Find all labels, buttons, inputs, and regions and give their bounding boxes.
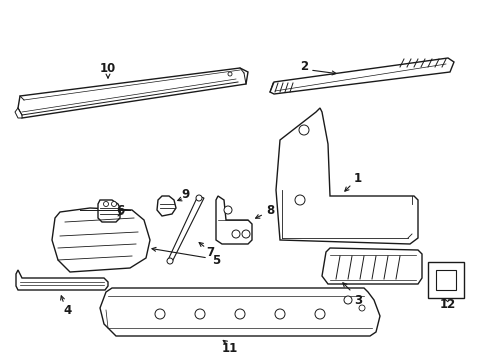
Polygon shape [269, 58, 453, 94]
Circle shape [235, 309, 244, 319]
Circle shape [196, 195, 202, 201]
Circle shape [224, 206, 231, 214]
Polygon shape [321, 248, 421, 284]
Polygon shape [18, 68, 247, 118]
Circle shape [103, 202, 108, 207]
Circle shape [227, 72, 231, 76]
Text: 5: 5 [211, 253, 220, 266]
Circle shape [242, 230, 249, 238]
Circle shape [195, 309, 204, 319]
Polygon shape [275, 108, 417, 244]
Text: 2: 2 [299, 59, 307, 72]
Text: 6: 6 [116, 203, 124, 216]
Circle shape [274, 309, 285, 319]
Polygon shape [52, 208, 150, 272]
Text: 12: 12 [439, 297, 455, 310]
Text: 7: 7 [205, 246, 214, 258]
Polygon shape [435, 270, 455, 290]
Polygon shape [98, 200, 120, 222]
Polygon shape [168, 196, 203, 262]
Polygon shape [157, 196, 176, 216]
Text: 1: 1 [353, 171, 361, 184]
Text: 10: 10 [100, 62, 116, 75]
Circle shape [155, 309, 164, 319]
Text: 3: 3 [353, 293, 361, 306]
Circle shape [314, 309, 325, 319]
Text: 8: 8 [265, 203, 274, 216]
Polygon shape [427, 262, 463, 298]
Circle shape [231, 230, 240, 238]
Circle shape [167, 258, 173, 264]
Polygon shape [100, 288, 379, 336]
Text: 11: 11 [222, 342, 238, 355]
Circle shape [358, 305, 364, 311]
Circle shape [111, 202, 116, 207]
Text: 9: 9 [182, 188, 190, 201]
Circle shape [298, 125, 308, 135]
Circle shape [343, 296, 351, 304]
Circle shape [294, 195, 305, 205]
Polygon shape [15, 108, 22, 118]
Text: 4: 4 [64, 303, 72, 316]
Polygon shape [216, 196, 251, 244]
Polygon shape [16, 270, 108, 290]
